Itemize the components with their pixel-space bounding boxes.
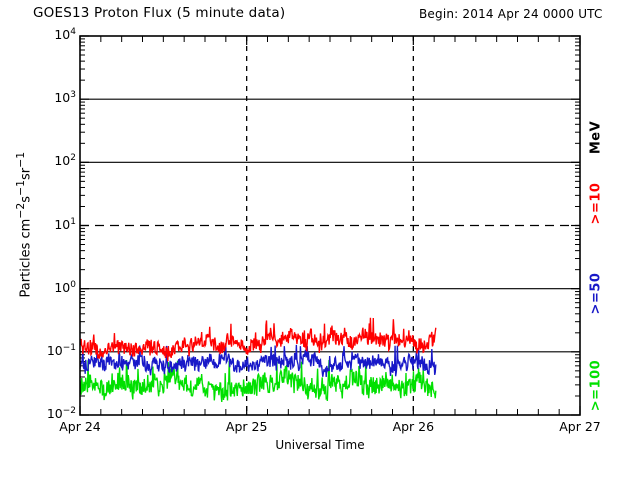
y-tick-label: 100 — [54, 279, 76, 295]
y-tick-label: 104 — [54, 27, 76, 43]
y-tick-label: 10−2 — [46, 406, 76, 422]
x-tick-label: Apr 26 — [392, 419, 435, 434]
y-tick-label: 103 — [54, 90, 76, 106]
legend-entry-ge50: >=50 — [588, 272, 604, 315]
legend-entry-ge10: >=10 — [588, 182, 604, 225]
y-tick-labels: 10−2 10−1 100 101 102 103 104 — [30, 0, 76, 480]
y-tick-label: 101 — [54, 216, 76, 232]
y-tick-label: 10−1 — [46, 342, 76, 358]
x-tick-label: Apr 25 — [225, 419, 268, 434]
y-tick-label: 102 — [54, 153, 76, 169]
begin-time-label: Begin: 2014 Apr 24 0000 UTC — [419, 7, 603, 21]
plot-frame — [79, 35, 581, 416]
chart-title: GOES13 Proton Flux (5 minute data) — [33, 5, 286, 21]
x-tick-label: Apr 24 — [59, 419, 101, 434]
legend-entry-ge100: >=100 — [588, 359, 604, 412]
data-trace--100-mev — [79, 359, 437, 402]
data-trace--10-mev — [79, 317, 437, 362]
x-tick-label: Apr 27 — [559, 419, 601, 434]
data-trace--50-mev — [79, 344, 437, 378]
x-axis-title: Universal Time — [275, 438, 365, 452]
